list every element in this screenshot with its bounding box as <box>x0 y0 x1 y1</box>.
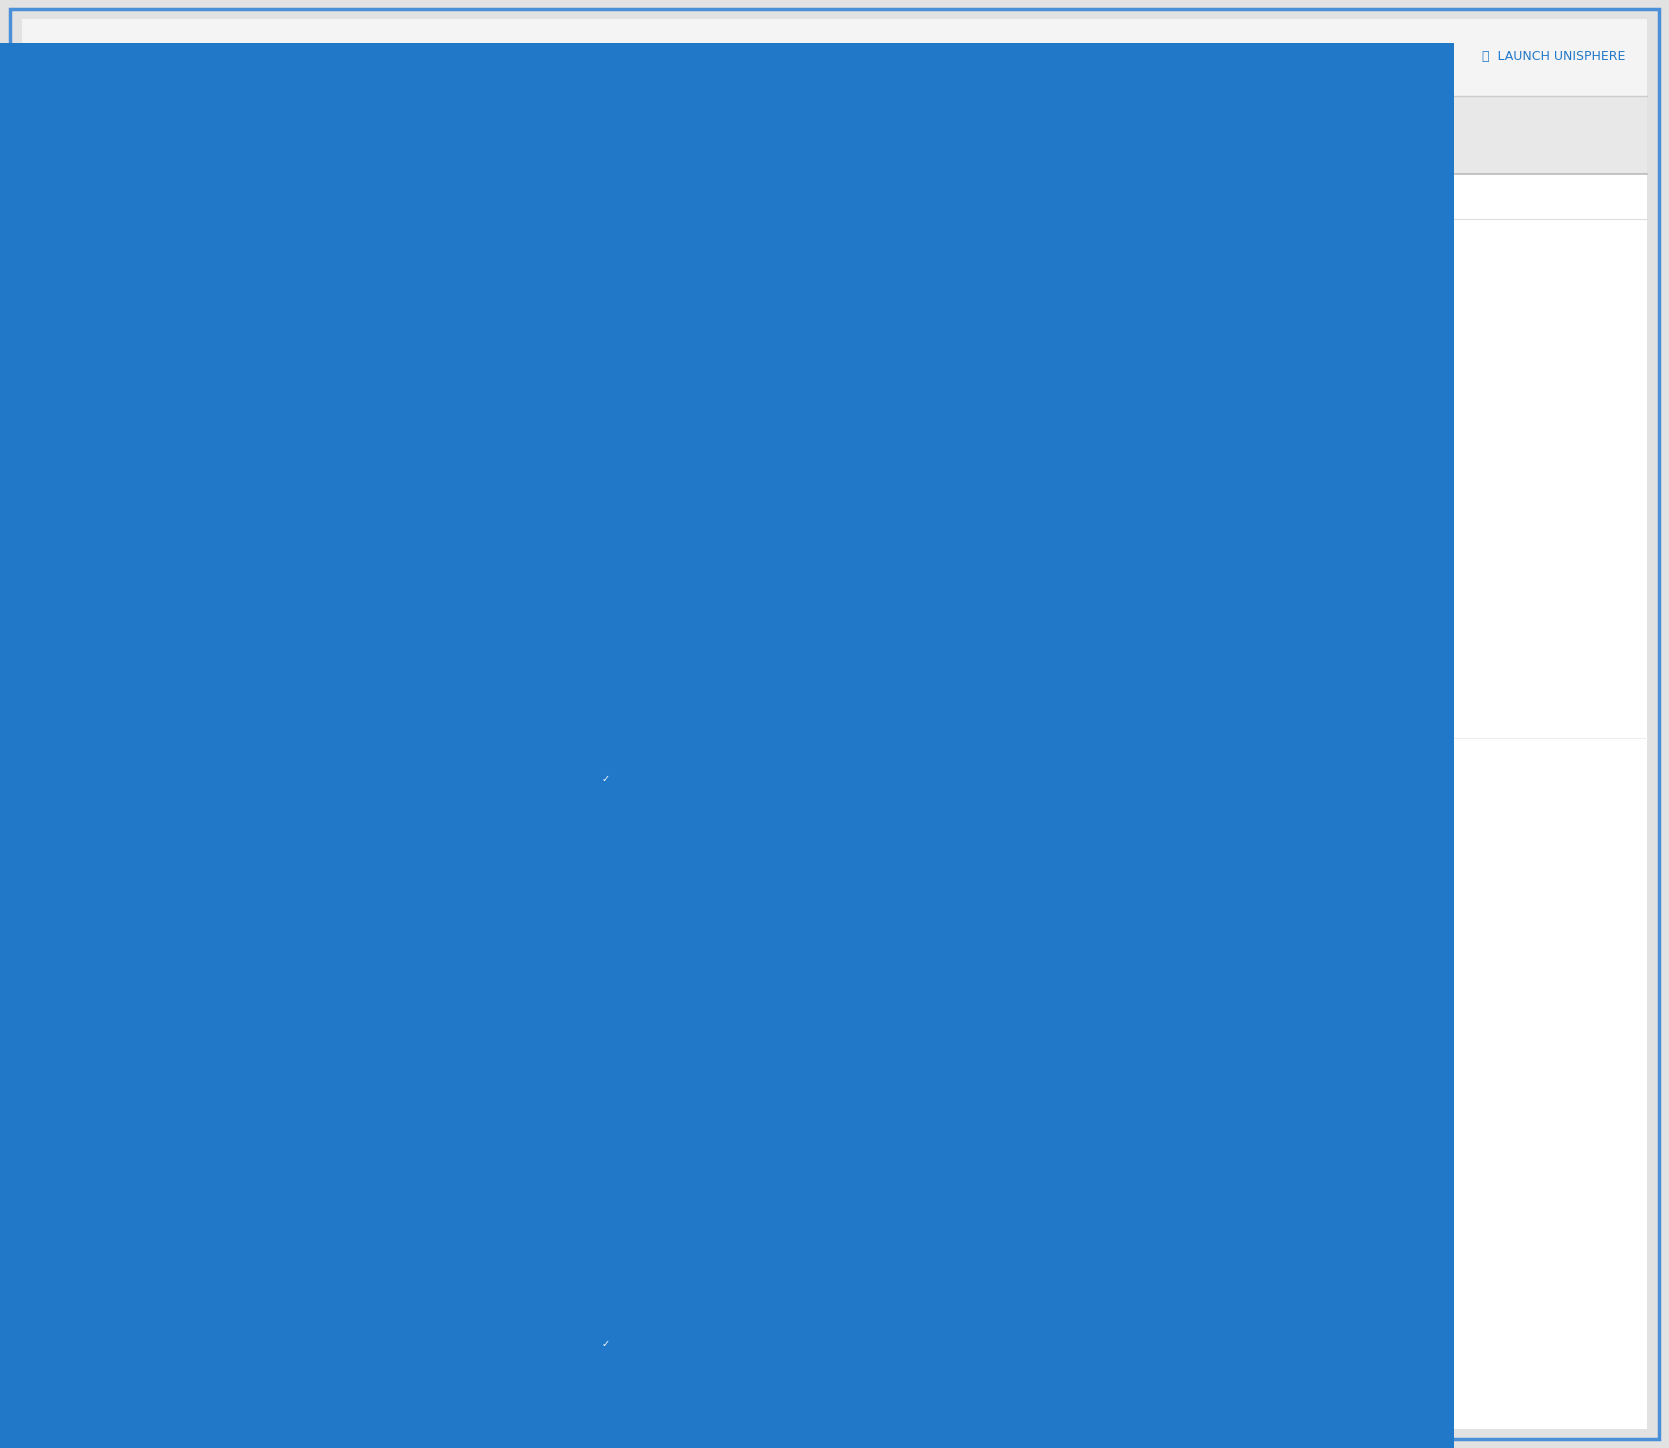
Text: ≡  Market Research: ≡ Market Research <box>42 46 272 67</box>
Legend: SPB Utilization, Maximum, SPB Utilization Forecast, Confidence Range: SPB Utilization, Maximum, SPB Utilizatio… <box>98 1334 698 1347</box>
Text: 31: 31 <box>269 827 277 835</box>
Text: To: To <box>307 825 320 837</box>
Text: SPA Utilization Forecast: SPA Utilization Forecast <box>42 222 262 242</box>
Text: ✓: ✓ <box>603 1339 609 1348</box>
Text: 3 months ago: 3 months ago <box>83 261 170 272</box>
Text: ❙❙❙  Performance: ❙❙❙ Performance <box>469 126 608 143</box>
Text: From: From <box>42 825 72 837</box>
Text: UNITY XT 880F | FCNCH0972C32F4: UNITY XT 880F | FCNCH0972C32F4 <box>325 51 546 62</box>
Text: From: From <box>42 261 72 272</box>
Text: ✓: ✓ <box>603 775 609 783</box>
Text: 31: 31 <box>522 262 531 271</box>
Text: ○  Past 24 Hours: ○ Past 24 Hours <box>50 194 162 206</box>
Text: 3 months ago: 3 months ago <box>83 825 170 837</box>
Text: ▾: ▾ <box>501 827 506 835</box>
Text: 31: 31 <box>269 262 277 271</box>
Text: ▾: ▾ <box>247 827 252 835</box>
Text: Predicted Maximum: Predicted Maximum <box>334 261 459 272</box>
Text: ☰  Inventory: ☰ Inventory <box>190 129 275 140</box>
Legend: SPA Utilization, Maximum, SPA Utilization Forecast, Confidence Range: SPA Utilization, Maximum, SPA Utilizatio… <box>98 769 696 782</box>
Text: ▾: ▾ <box>247 262 252 271</box>
Text: Predicted Maximum: Predicted Maximum <box>334 825 459 837</box>
Text: ⊞  Health: ⊞ Health <box>63 129 125 140</box>
Text: ▾: ▾ <box>501 262 506 271</box>
Text: Predicted Date to Maximum Dec 6, 2022: Predicted Date to Maximum Dec 6, 2022 <box>342 791 626 802</box>
Text: Predicted Date to Maximum Dec 6, 2022: Predicted Date to Maximum Dec 6, 2022 <box>342 226 626 237</box>
Text: SPB Utilization Forecast: SPB Utilization Forecast <box>42 786 264 807</box>
Text: To: To <box>307 261 320 272</box>
Bar <box>1502 859 1636 1293</box>
Text: ⊜  Capacity: ⊜ Capacity <box>339 129 416 140</box>
Text: ◉  Forecast: ◉ Forecast <box>192 194 269 206</box>
Bar <box>1502 294 1636 728</box>
Text: 31: 31 <box>522 827 531 835</box>
Text: ⧉  LAUNCH UNISPHERE: ⧉ LAUNCH UNISPHERE <box>1482 51 1626 62</box>
